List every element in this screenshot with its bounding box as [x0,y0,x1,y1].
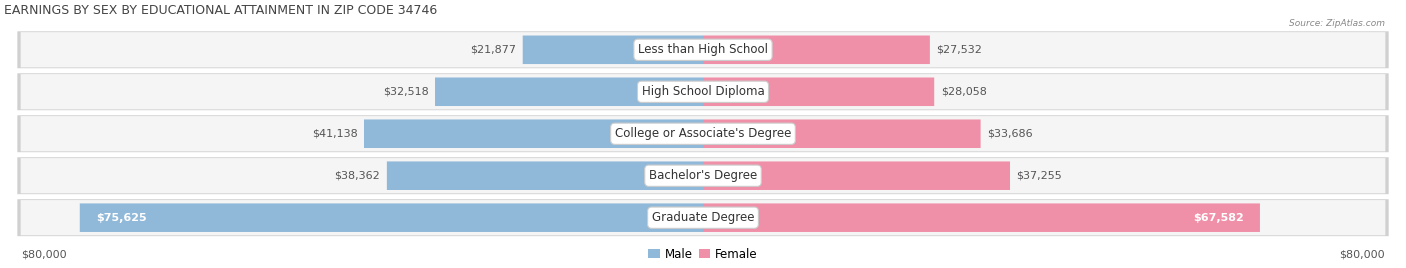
Text: Bachelor's Degree: Bachelor's Degree [650,169,756,182]
Text: $27,532: $27,532 [936,45,983,55]
FancyBboxPatch shape [21,74,1385,109]
Text: $67,582: $67,582 [1192,213,1243,223]
FancyBboxPatch shape [434,77,703,106]
Text: $37,255: $37,255 [1017,171,1063,181]
Text: Graduate Degree: Graduate Degree [652,211,754,224]
Text: EARNINGS BY SEX BY EDUCATIONAL ATTAINMENT IN ZIP CODE 34746: EARNINGS BY SEX BY EDUCATIONAL ATTAINMEN… [4,4,437,17]
FancyBboxPatch shape [21,116,1385,151]
FancyBboxPatch shape [80,203,703,232]
FancyBboxPatch shape [17,73,1389,110]
FancyBboxPatch shape [703,203,1260,232]
Text: College or Associate's Degree: College or Associate's Degree [614,127,792,140]
Text: $33,686: $33,686 [987,129,1033,139]
Text: $32,518: $32,518 [382,87,429,97]
Text: $28,058: $28,058 [941,87,987,97]
FancyBboxPatch shape [21,158,1385,193]
FancyBboxPatch shape [703,120,980,148]
FancyBboxPatch shape [21,200,1385,235]
FancyBboxPatch shape [17,157,1389,194]
FancyBboxPatch shape [703,161,1010,190]
Text: $21,877: $21,877 [470,45,516,55]
FancyBboxPatch shape [364,120,703,148]
Text: Less than High School: Less than High School [638,43,768,56]
FancyBboxPatch shape [523,36,703,64]
FancyBboxPatch shape [17,199,1389,236]
Legend: Male, Female: Male, Female [644,243,762,266]
Text: $41,138: $41,138 [312,129,357,139]
FancyBboxPatch shape [703,36,929,64]
FancyBboxPatch shape [21,32,1385,68]
Text: $75,625: $75,625 [96,213,146,223]
Text: Source: ZipAtlas.com: Source: ZipAtlas.com [1289,19,1385,28]
FancyBboxPatch shape [17,115,1389,152]
FancyBboxPatch shape [703,77,934,106]
FancyBboxPatch shape [17,31,1389,68]
Text: High School Diploma: High School Diploma [641,85,765,98]
FancyBboxPatch shape [387,161,703,190]
Text: $38,362: $38,362 [335,171,380,181]
